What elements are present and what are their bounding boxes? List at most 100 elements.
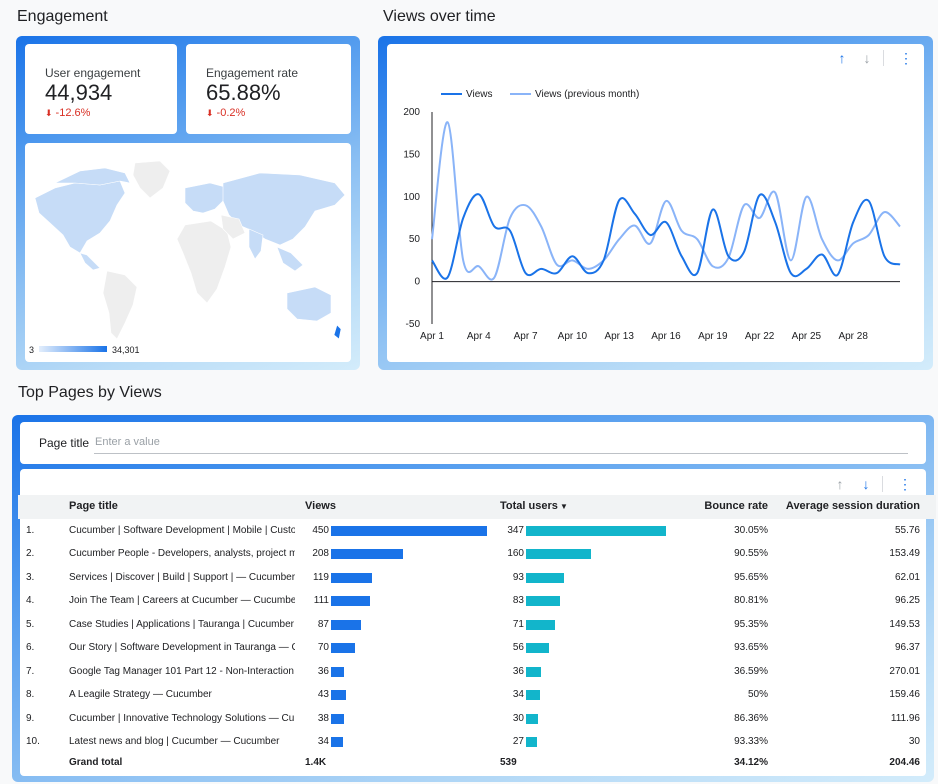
row-views: 38 bbox=[317, 712, 329, 724]
column-header-page-title[interactable]: Page title bbox=[69, 500, 118, 512]
row-bounce-rate: 95.65% bbox=[734, 571, 768, 583]
users-bar bbox=[526, 666, 541, 677]
row-users: 36 bbox=[512, 665, 524, 677]
map-region-canada bbox=[54, 167, 131, 186]
grand-total-users: 539 bbox=[500, 757, 517, 768]
more-vert-icon[interactable]: ⋮ bbox=[899, 50, 913, 66]
kpi-delta: ⬇ -12.6% bbox=[45, 107, 90, 119]
engagement-panel: User engagement 44,934 ⬇ -12.6% Engagemen… bbox=[16, 36, 360, 370]
map-region-africa bbox=[176, 220, 232, 304]
row-avg-session-duration: 62.01 bbox=[894, 571, 920, 583]
row-page-title[interactable]: A Leagile Strategy — Cucumber bbox=[69, 689, 212, 700]
more-vert-icon[interactable]: ⋮ bbox=[898, 476, 912, 492]
table-row[interactable]: 3. Services | Discover | Build | Support … bbox=[18, 566, 936, 590]
series-line-previous-month[interactable] bbox=[431, 121, 901, 281]
page-title-filter-input[interactable] bbox=[94, 430, 908, 454]
sort-descending-icon[interactable]: ↓ bbox=[863, 50, 871, 66]
row-page-title[interactable]: Case Studies | Applications | Tauranga |… bbox=[69, 618, 295, 630]
x-tick-label: Apr 4 bbox=[467, 331, 491, 342]
grand-total-label: Grand total bbox=[69, 757, 123, 768]
kpi-value: 44,934 bbox=[45, 80, 113, 105]
table-row[interactable]: 6. Our Story | Software Development in Ta… bbox=[18, 636, 936, 660]
table-row[interactable]: 10. Latest news and blog | Cucumber — Cuc… bbox=[18, 730, 936, 754]
row-users: 347 bbox=[507, 524, 524, 536]
x-tick-label: Apr 16 bbox=[651, 331, 681, 342]
row-views: 450 bbox=[312, 524, 329, 536]
column-header-views[interactable]: Views bbox=[305, 500, 336, 512]
table-row[interactable]: 2. Cucumber People - Developers, analysts… bbox=[18, 542, 936, 566]
row-page-title[interactable]: Services | Discover | Build | Support | … bbox=[69, 571, 295, 583]
world-map[interactable]: 3 34,301 bbox=[25, 143, 351, 362]
row-avg-session-duration: 96.25 bbox=[894, 595, 920, 606]
map-region-central-america bbox=[79, 252, 101, 271]
y-tick-label: -50 bbox=[406, 319, 421, 330]
series-line-views[interactable] bbox=[431, 193, 901, 280]
row-avg-session-duration: 96.37 bbox=[894, 642, 920, 653]
top-pages-title: Top Pages by Views bbox=[18, 384, 162, 401]
y-tick-label: 0 bbox=[414, 277, 420, 288]
views-bar bbox=[331, 666, 344, 677]
kpi-card-user-engagement[interactable]: User engagement 44,934 ⬇ -12.6% bbox=[25, 44, 177, 134]
map-region-southeast-asia bbox=[276, 246, 304, 272]
legend-label-views[interactable]: Views bbox=[466, 89, 493, 100]
sort-ascending-icon[interactable]: ↑ bbox=[838, 50, 846, 66]
row-rank: 3. bbox=[26, 571, 35, 583]
table-row[interactable]: 7. Google Tag Manager 101 Part 12 - Non-I… bbox=[18, 660, 936, 684]
row-page-title[interactable]: Cucumber | Software Development | Mobile… bbox=[69, 524, 295, 536]
row-page-title[interactable]: Cucumber | Innovative Technology Solutio… bbox=[69, 712, 295, 724]
users-bar bbox=[526, 737, 537, 747]
row-bounce-rate: 93.33% bbox=[734, 736, 768, 747]
grand-total-duration: 204.46 bbox=[889, 757, 920, 768]
kpi-card-engagement-rate[interactable]: Engagement rate 65.88% ⬇ -0.2% bbox=[186, 44, 351, 134]
row-bounce-rate: 93.65% bbox=[734, 642, 768, 653]
row-rank: 5. bbox=[26, 618, 35, 630]
y-tick-label: 100 bbox=[403, 192, 420, 203]
row-page-title[interactable]: Our Story | Software Development in Taur… bbox=[69, 642, 295, 653]
y-tick-label: 150 bbox=[403, 149, 420, 160]
map-legend: 3 34,301 bbox=[29, 345, 140, 355]
users-bar bbox=[526, 572, 564, 583]
column-header-total-users[interactable]: Total users bbox=[500, 500, 558, 512]
row-page-title[interactable]: Cucumber People - Developers, analysts, … bbox=[69, 548, 295, 559]
row-avg-session-duration: 270.01 bbox=[889, 665, 920, 677]
line-chart-card[interactable]: ↑ ↓ ⋮ 200 150 100 50 0 -50 Apr 1 Apr 4 Apr 7 Apr … bbox=[387, 44, 924, 362]
row-rank: 7. bbox=[26, 665, 35, 677]
y-tick-label: 200 bbox=[403, 107, 420, 118]
row-page-title[interactable]: Join The Team | Careers at Cucumber — Cu… bbox=[69, 595, 295, 606]
row-rank: 9. bbox=[26, 712, 35, 724]
map-region-europe bbox=[184, 182, 226, 214]
table-row[interactable]: 8. A Leagile Strategy — Cucumber 43 34 50% 15… bbox=[18, 683, 936, 707]
views-over-time-panel: ↑ ↓ ⋮ 200 150 100 50 0 -50 Apr 1 Apr 4 Apr 7 Apr … bbox=[378, 36, 933, 370]
geo-map-card[interactable]: 3 34,301 bbox=[25, 143, 351, 362]
table-row[interactable]: 4. Join The Team | Careers at Cucumber — … bbox=[18, 589, 936, 613]
views-bar bbox=[331, 596, 370, 606]
x-tick-label: Apr 19 bbox=[698, 331, 728, 342]
users-bar bbox=[526, 525, 666, 536]
kpi-label: Engagement rate bbox=[206, 66, 299, 80]
table-row[interactable]: 5. Case Studies | Applications | Tauranga… bbox=[18, 613, 936, 637]
map-region-north-america bbox=[34, 180, 126, 254]
row-views: 34 bbox=[317, 736, 329, 747]
legend-label-previous-month[interactable]: Views (previous month) bbox=[535, 89, 639, 100]
table-row[interactable]: 1. Cucumber | Software Development | Mobi… bbox=[18, 519, 936, 543]
views-over-time-title: Views over time bbox=[383, 8, 496, 25]
column-header-bounce-rate[interactable]: Bounce rate bbox=[704, 500, 768, 512]
sort-descending-icon[interactable]: ↓ bbox=[862, 476, 870, 492]
filter-label: Page title bbox=[39, 436, 90, 450]
grand-total-bounce: 34.12% bbox=[734, 757, 768, 768]
row-page-title[interactable]: Google Tag Manager 101 Part 12 - Non-Int… bbox=[69, 665, 295, 677]
views-bar bbox=[331, 549, 404, 559]
row-avg-session-duration: 111.96 bbox=[890, 712, 920, 724]
row-bounce-rate: 36.59% bbox=[734, 665, 768, 677]
row-rank: 10. bbox=[26, 736, 40, 747]
top-pages-table-card: ↑ ↓ ⋮ Page title Views Total users ▼ Bou… bbox=[18, 469, 936, 776]
sort-ascending-icon[interactable]: ↑ bbox=[836, 476, 844, 492]
row-avg-session-duration: 159.46 bbox=[889, 689, 920, 700]
column-header-avg-session-duration[interactable]: Average session duration bbox=[785, 500, 920, 512]
row-views: 111 bbox=[313, 595, 329, 606]
table-row[interactable]: 9. Cucumber | Innovative Technology Solut… bbox=[18, 707, 936, 731]
page-title-filter: Page title bbox=[20, 422, 926, 464]
sort-desc-indicator-icon[interactable]: ▼ bbox=[560, 502, 568, 511]
row-page-title[interactable]: Latest news and blog | Cucumber — Cucumb… bbox=[69, 736, 280, 747]
